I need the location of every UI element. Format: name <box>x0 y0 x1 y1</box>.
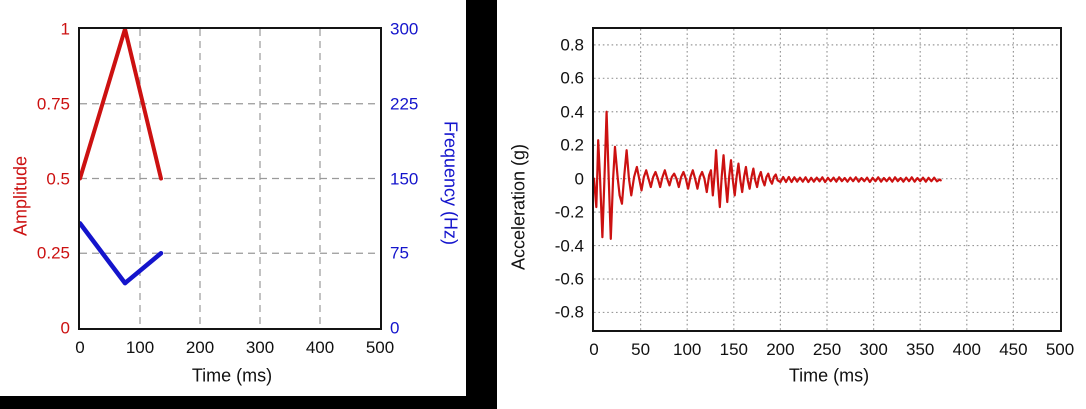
shock-response-x-tick-50: 50 <box>631 340 651 359</box>
amplitude-line <box>79 28 163 180</box>
sweep-profile-x-tick-200: 200 <box>185 338 215 357</box>
response-time-axis-label: Time (ms) <box>788 365 870 386</box>
sweep-profile-y-right-tick-225: 225 <box>390 94 419 114</box>
shock-response-y-left-tick-0.8: 0.8 <box>560 35 584 55</box>
panel-divider-bar <box>466 0 497 409</box>
shock-response-x-tick-450: 450 <box>999 340 1028 359</box>
shock-response-y-left-tick--0.6: -0.6 <box>554 269 584 289</box>
acceleration-line <box>593 110 942 240</box>
sweep-profile-y-left-tick-0.75: 0.75 <box>36 94 70 114</box>
sweep-profile-y-left-tick-0.5: 0.5 <box>46 169 70 188</box>
sweep-profile-y-left-tick-1: 1 <box>60 19 70 39</box>
sweep-profile-x-tick-400: 400 <box>305 338 335 357</box>
panel-bottom-bar <box>0 396 497 409</box>
shock-response-y-left-tick--0.2: -0.2 <box>554 202 584 222</box>
shock-response-y-left-tick-0.4: 0.4 <box>560 102 584 122</box>
sweep-profile-canvas <box>79 28 380 328</box>
shock-response-y-left-tick-0.6: 0.6 <box>560 68 584 88</box>
shock-response-y-left-tick--0.4: -0.4 <box>554 236 584 256</box>
sweep-profile-x-tick-300: 300 <box>245 338 275 357</box>
sweep-profile-y-left-tick-0: 0 <box>60 318 70 338</box>
sweep-time-axis-label: Time (ms) <box>191 365 273 386</box>
shock-response-x-tick-500: 500 <box>1045 340 1075 359</box>
shock-response-x-tick-300: 300 <box>859 340 888 359</box>
shock-response-x-tick-250: 250 <box>812 340 842 359</box>
shock-response-x-tick-200: 200 <box>766 340 795 359</box>
shock-response-x-tick-100: 100 <box>673 340 702 359</box>
sweep-profile-plot-area <box>77 26 382 330</box>
shock-response-canvas <box>593 28 1060 330</box>
shock-response-x-tick-400: 400 <box>952 340 981 359</box>
sweep-profile-x-tick-0: 0 <box>75 338 85 357</box>
sweep-profile-x-tick-100: 100 <box>125 338 155 357</box>
frequency-axis-label: Frequency (Hz) <box>440 120 461 246</box>
sweep-profile-y-left-tick-0.25: 0.25 <box>36 243 70 263</box>
frequency-line <box>79 220 163 285</box>
amplitude-axis-label: Amplitude <box>10 155 31 237</box>
sweep-profile-y-right-tick-0: 0 <box>390 318 400 338</box>
sweep-profile-y-right-tick-300: 300 <box>390 19 419 39</box>
shock-response-x-tick-150: 150 <box>719 340 748 359</box>
sweep-profile-x-tick-500: 500 <box>365 338 395 357</box>
sweep-profile-y-right-tick-150: 150 <box>390 169 419 188</box>
shock-response-x-tick-350: 350 <box>906 340 935 359</box>
shock-response-y-left-tick--0.8: -0.8 <box>554 302 584 322</box>
shock-response-x-tick-0: 0 <box>589 340 599 359</box>
shock-response-plot-area <box>591 26 1062 332</box>
sweep-profile-y-right-tick-75: 75 <box>390 243 409 263</box>
shock-response-y-left-tick-0.2: 0.2 <box>560 135 584 155</box>
shock-response-y-left-tick-0: 0 <box>574 169 584 189</box>
